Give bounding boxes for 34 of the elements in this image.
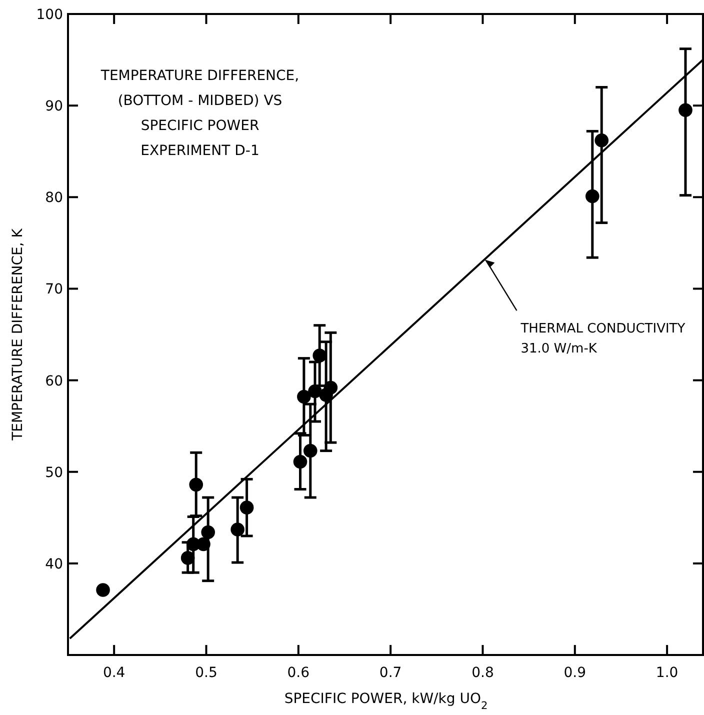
x-tick-label: 1.0 [656, 665, 678, 681]
x-tick-label: 0.5 [195, 665, 218, 681]
y-axis-title: TEMPERATURE DIFFERENCE, K [10, 228, 26, 442]
annotation: THERMAL CONDUCTIVITY 31.0 W/m-K [520, 322, 686, 357]
point [303, 444, 318, 458]
point [324, 380, 338, 395]
y-tick-label: 40 [45, 556, 63, 572]
point [189, 478, 204, 492]
y-tick-label: 100 [36, 7, 63, 23]
point [230, 522, 244, 536]
point [678, 103, 692, 118]
point [240, 500, 254, 514]
x-tick-label: 0.9 [564, 665, 586, 681]
x-axis-title: SPECIFIC POWER, kW/kg UO$_{2}$ [284, 691, 488, 712]
point [180, 551, 195, 565]
point [585, 189, 600, 204]
text: TEMPERATURE DIFFERENCE, (BOTTOM - MIDBED) VS SPECIFIC POWER EXPERIMENT D-1 [100, 68, 300, 159]
y-tick-label: 50 [45, 464, 63, 481]
x-tick-label: 0.8 [472, 665, 494, 681]
x-tick-label: 0.4 [102, 665, 126, 681]
point [297, 390, 311, 404]
y-tick-label: 60 [45, 373, 63, 390]
point [293, 454, 308, 469]
point [594, 133, 609, 148]
y-tick-label: 80 [45, 190, 63, 206]
x-tick-label: 0.7 [379, 665, 402, 681]
y-tick-label: 90 [45, 98, 63, 115]
point [196, 537, 210, 552]
point [96, 583, 110, 597]
x-tick-label: 0.6 [287, 665, 310, 681]
point [201, 525, 215, 540]
y-tick-label: 70 [45, 282, 63, 298]
point [308, 384, 322, 398]
point [312, 348, 327, 362]
